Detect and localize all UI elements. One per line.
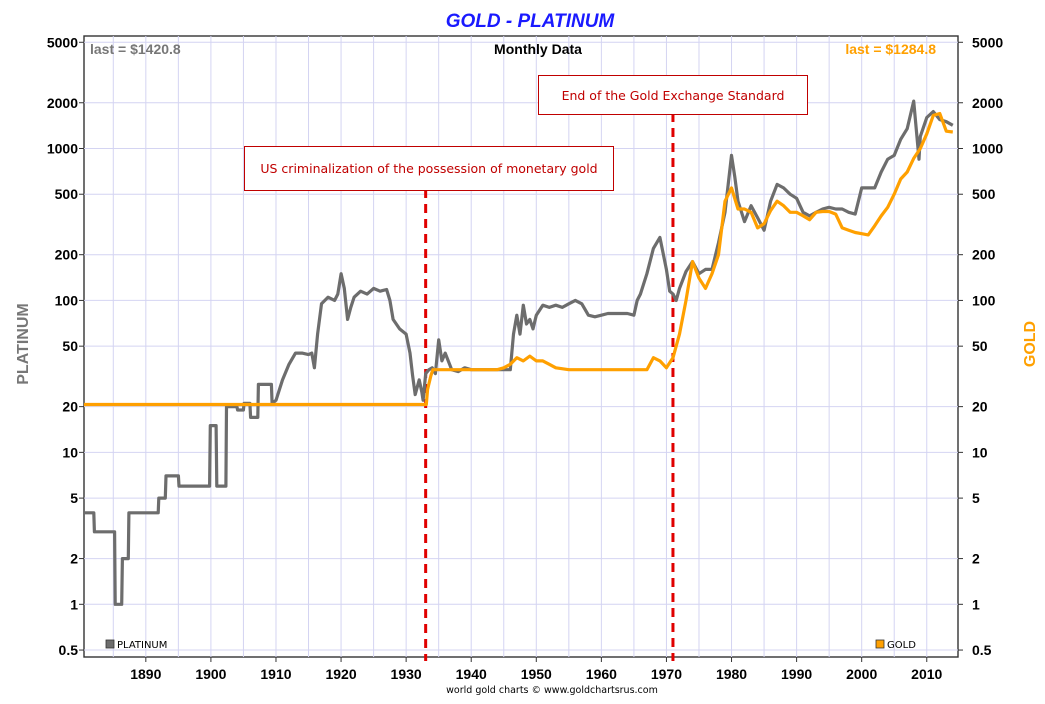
x-tick-label: 1910 [260, 666, 291, 682]
y-tick-label-right: 10 [972, 444, 988, 460]
y-tick-label-left: 5000 [47, 34, 78, 50]
y-tick-label-left: 2000 [47, 95, 78, 111]
subtitle: Monthly Data [494, 41, 582, 57]
y-tick-label-right: 5000 [972, 34, 1003, 50]
grid-lines [84, 36, 958, 657]
legend-gold-label: GOLD [887, 640, 916, 651]
y-tick-label-right: 20 [972, 399, 988, 415]
y-tick-label-left: 1 [70, 596, 78, 612]
legend-gold-swatch [875, 639, 885, 649]
y-tick-label-right: 500 [972, 186, 996, 202]
y-tick-label-left: 100 [55, 292, 79, 308]
y-tick-label-right: 1000 [972, 140, 1003, 156]
y-tick-label-left: 10 [62, 444, 78, 460]
x-tick-label: 1890 [130, 666, 161, 682]
x-tick-label: 1930 [391, 666, 422, 682]
y-tick-label-left: 50 [62, 338, 78, 354]
annotation-us-criminalization: US criminalization of the possession of … [244, 146, 614, 191]
y-tick-label-right: 1 [972, 596, 980, 612]
annotation-lines [424, 113, 675, 661]
y-tick-label-left: 0.5 [59, 642, 79, 658]
legend-platinum-label: PLATINUM [117, 640, 167, 651]
platinum-last-label: last = $1420.8 [90, 41, 181, 57]
x-tick-label: 1970 [651, 666, 682, 682]
y-tick-label-right: 0.5 [972, 642, 992, 658]
left-axis-label: PLATINUM [15, 303, 32, 384]
x-tick-label: 1980 [716, 666, 747, 682]
y-tick-label-right: 5 [972, 490, 980, 506]
x-tick-label: 1950 [521, 666, 552, 682]
x-tick-label: 1960 [586, 666, 617, 682]
x-tick-label: 1940 [456, 666, 487, 682]
y-tick-label-left: 2 [70, 551, 78, 567]
x-tick-label: 2010 [911, 666, 942, 682]
y-tick-label-left: 5 [70, 490, 78, 506]
chart-title: GOLD - PLATINUM [446, 11, 616, 32]
y-tick-label-left: 1000 [47, 140, 78, 156]
legend-platinum-swatch [105, 639, 115, 649]
gold-last-label: last = $1284.8 [845, 41, 936, 57]
x-tick-label: 2000 [846, 666, 877, 682]
x-tick-label: 1990 [781, 666, 812, 682]
y-tick-label-right: 100 [972, 292, 996, 308]
y-tick-label-right: 200 [972, 247, 996, 263]
y-tick-label-left: 20 [62, 399, 78, 415]
x-tick-label: 1900 [195, 666, 226, 682]
axis-ticks: 0.5 0.5 1 1 2 2 5 5 10 10 20 20 50 50 100 100 200 200 500 5… [47, 34, 1004, 682]
y-tick-label-right: 50 [972, 338, 988, 354]
annotation-end-gold-exchange: End of the Gold Exchange Standard [538, 75, 808, 115]
y-tick-label-left: 500 [55, 186, 79, 202]
series-line-gold [84, 111, 953, 407]
right-axis-label: GOLD [1022, 321, 1039, 367]
x-tick-label: 1920 [325, 666, 356, 682]
y-tick-label-left: 200 [55, 247, 79, 263]
y-tick-label-right: 2000 [972, 95, 1003, 111]
credit-text: world gold charts © www.goldchartsrus.co… [446, 685, 658, 696]
series-lines [84, 99, 954, 606]
y-tick-label-right: 2 [972, 551, 980, 567]
